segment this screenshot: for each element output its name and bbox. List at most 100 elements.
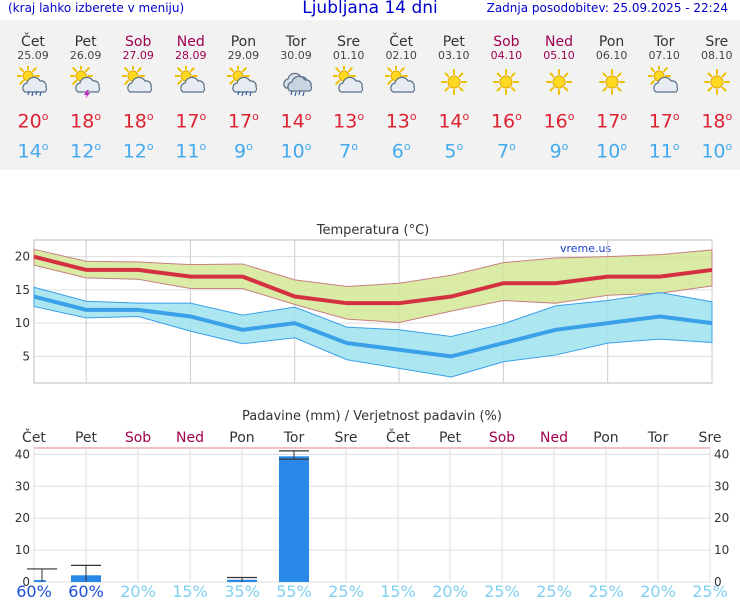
x-tick-label: Sre [699,430,722,446]
min-temperature: 9o [233,140,253,163]
cloud-icon [287,75,312,92]
max-temperature-band [33,248,713,323]
sun-icon [546,69,572,95]
day-name: Ned [545,34,573,50]
precipitation-probability: 20% [432,582,468,600]
max-temperature: 18o [70,110,102,133]
watermark: vreme.us [560,242,612,255]
sun-cloud-icon [174,66,205,93]
x-tick-label: Ned [176,430,204,446]
sun-cloud-icon [122,66,153,93]
day-forecast: Sob 27.09 18o 12o [112,34,164,163]
min-temperature: 9o [549,140,569,163]
day-name: Pon [230,34,257,50]
y-tick-label: 20 [15,511,30,525]
y-tick-label: 40 [15,447,30,461]
day-date: 29.09 [227,49,260,62]
day-date: 28.09 [175,49,207,62]
y-tick-label-right: 40 [714,447,729,461]
max-temperature: 14o [280,110,312,133]
min-temperature: 10o [596,140,628,163]
precipitation-probability: 25% [588,582,624,600]
day-date: 05.10 [543,49,575,62]
sun-icon [440,69,467,95]
temperature-chart: Temperatura (°C) vreme.us 5 10 15 20 [15,223,713,384]
max-temperature: 17o [648,110,680,133]
day-date: 08.10 [701,49,733,62]
x-tick-label: Sre [335,430,358,446]
min-temperature: 12o [70,140,102,163]
day-name: Tor [653,34,675,50]
cloud-icon [180,76,205,93]
temperature-chart-title: Temperatura (°C) [316,223,429,238]
cloud-icon [22,76,48,93]
y-tick-label: 10 [15,543,30,557]
day-forecast: Tor 07.10 17o 11o [638,34,690,163]
max-temperature: 18o [122,110,154,133]
precipitation-chart-title: Padavine (mm) / Verjetnost padavin (%) [242,409,502,424]
cloud-icon [337,76,363,93]
sun-icon [703,69,730,95]
x-tick-label: Tor [647,430,669,446]
sun-icon [440,69,467,95]
y-tick-label: 20 [15,250,30,264]
precipitation-probability: 55% [276,582,312,600]
sun-cloud-icon [385,66,416,93]
day-forecast: Čet 02.10 13o 6o [375,34,427,163]
x-tick-label: Sob [489,430,515,446]
day-date: 26.09 [69,49,102,62]
day-date: 01.10 [332,49,365,62]
max-temperature: 14o [438,110,470,133]
y-tick-label-right: 30 [714,479,729,493]
min-temperature: 6o [391,140,411,163]
location-menu-hint[interactable]: (kraj lahko izberete v meniju) [8,1,185,15]
min-temperature: 7o [496,140,516,163]
sun-cloud-icon [332,66,363,93]
precipitation-range [27,568,57,582]
precipitation-probability: 20% [640,582,676,600]
last-updated: Zadnja posodobitev: 25.09.2025 - 22:24 [486,1,728,15]
max-temperature: 20o [17,110,49,133]
day-date: 30.09 [280,49,312,62]
sun-icon [598,69,625,95]
min-temperature: 7o [339,140,358,163]
day-name: Sre [705,34,729,50]
day-name: Sob [493,34,520,50]
x-tick-label: Tor [283,430,305,446]
x-tick-label: Pet [439,430,462,446]
y-tick-label: 5 [22,349,30,363]
precipitation-probability: 25% [328,582,364,600]
cloud-icon [232,76,258,93]
precipitation-probability: 20% [120,582,156,600]
cloud-icon [390,76,416,93]
sun-cloud-rain-icon [227,66,258,97]
x-tick-label: Sob [125,430,151,446]
min-temperature-line [33,294,713,359]
min-temperature: 5o [444,140,464,163]
day-date: 04.10 [490,49,523,62]
max-temperature: 16o [490,110,522,133]
daily-forecast-strip: Čet 25.09 20o 14o Pet 26.09 18o 12o Sob 27.09 18o 1… [0,20,740,170]
precipitation-range [71,564,101,582]
cloud-icon [653,76,679,93]
precipitation-plot-area [33,447,711,583]
day-forecast: Sre 01.10 13o 7o [323,34,375,163]
y-tick-label-right: 20 [714,511,729,525]
precipitation-probability: 60% [16,582,52,600]
precipitation-range [279,450,309,460]
x-tick-label: Ned [540,430,568,446]
sun-icon [493,69,520,95]
x-tick-label: Čet [386,428,410,446]
sun-icon [493,69,520,95]
cloud-icon [74,76,100,93]
top-bar: (kraj lahko izberete v meniju) Ljubljana… [0,0,740,20]
day-date: 02.10 [385,49,417,62]
precipitation-bar [279,456,309,582]
sun-cloud-rain-icon [17,66,48,97]
day-forecast: Sob 04.10 16o 7o [480,34,532,163]
rain-icon [290,90,305,97]
sun-cloud-icon [648,66,679,93]
y-tick-label: 0 [22,575,30,589]
x-tick-label: Pet [75,430,98,446]
min-temperature: 10o [280,140,312,163]
